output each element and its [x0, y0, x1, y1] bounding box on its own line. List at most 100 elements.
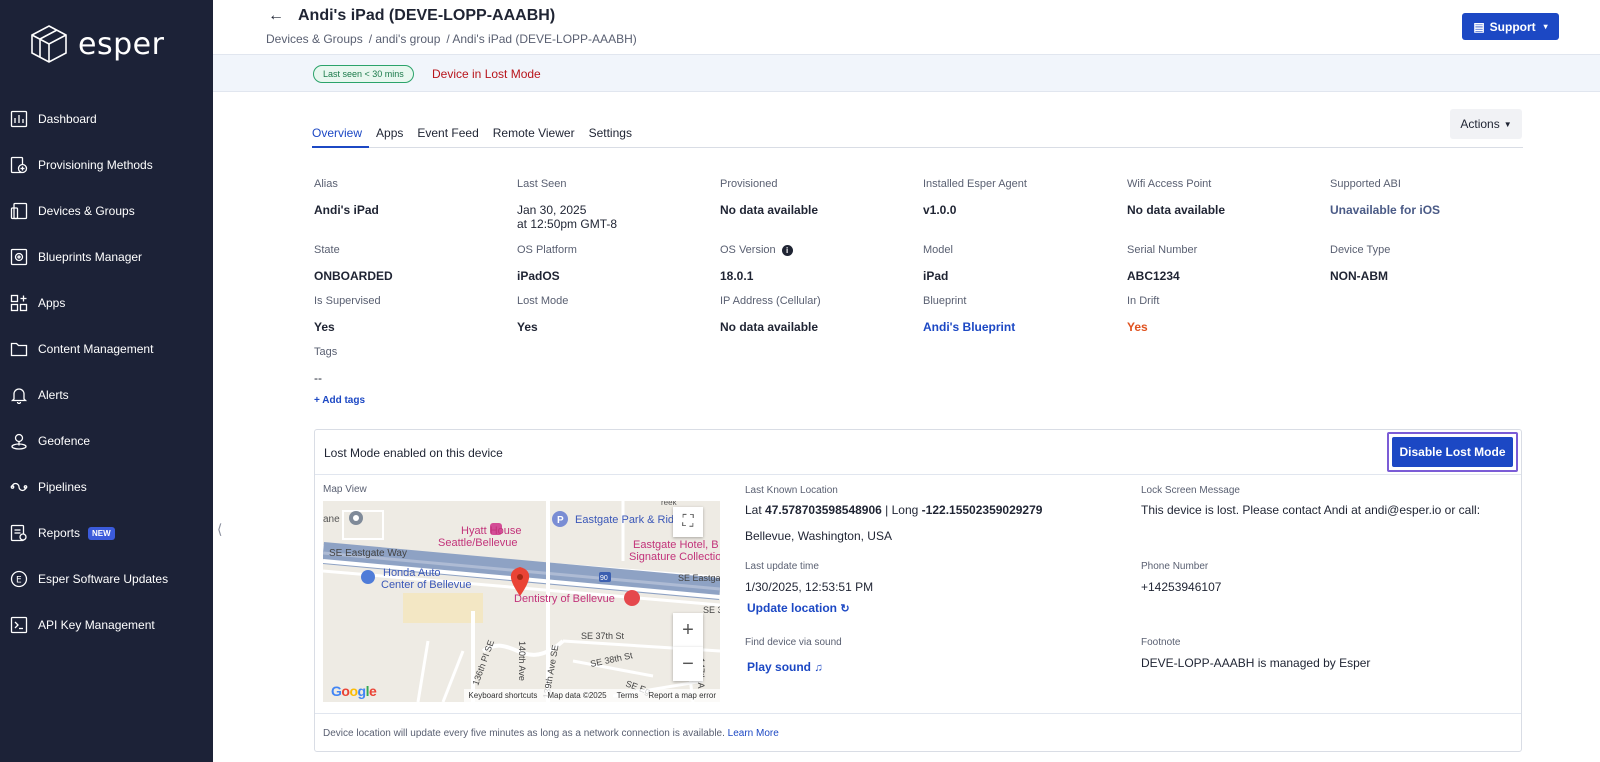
field-serial: Serial Number ABC1234 [1127, 244, 1197, 283]
field-value: Andi's iPad [314, 203, 379, 217]
map-label-eastgate-park: Eastgate Park & Rid [575, 514, 674, 526]
caret-down-icon: ▼ [1503, 119, 1512, 129]
field-last-seen: Last Seen Jan 30, 2025 at 12:50pm GMT-8 [517, 178, 617, 231]
sidebar-item-apps[interactable]: Apps [0, 280, 213, 326]
zoom-out-button[interactable]: − [673, 647, 703, 681]
sidebar-item-label: Apps [38, 296, 66, 310]
sidebar-item-geofence[interactable]: Geofence [0, 418, 213, 464]
apps-icon [10, 294, 28, 312]
field-supervised: Is Supervised Yes [314, 295, 381, 334]
lost-mode-panel: Lost Mode enabled on this device Disable… [314, 429, 1522, 752]
google-logo: Google [331, 683, 377, 699]
sidebar-item-label: Reports [38, 526, 81, 540]
sidebar-item-devices-groups[interactable]: Devices & Groups [0, 188, 213, 234]
lat-long: Lat 47.578703598548906 | Long -122.15502… [745, 503, 1042, 517]
map-label-honda: Honda Auto [383, 567, 441, 579]
address: Bellevue, Washington, USA [745, 529, 892, 543]
sidebar-item-label: Content Management [38, 342, 154, 356]
sidebar-item-pipelines[interactable]: Pipelines [0, 464, 213, 510]
sidebar-item-api-keys[interactable]: API Key Management [0, 602, 213, 648]
update-location-label: Update location [747, 601, 838, 615]
field-label: Provisioned [720, 178, 778, 190]
blueprint-link[interactable]: Andi's Blueprint [923, 320, 1016, 334]
location-map[interactable]: ane reek Hyatt House Seattle/Bellevue Ea… [323, 501, 720, 702]
breadcrumb: Devices & Groups / andi's group / Andi's… [266, 32, 637, 46]
actions-button[interactable]: Actions ▼ [1450, 109, 1522, 139]
field-in-drift: In Drift Yes [1127, 295, 1159, 334]
sidebar-item-label: Devices & Groups [38, 204, 135, 218]
esper-cube-icon [31, 25, 67, 63]
field-label: IP Address (Cellular) [720, 295, 821, 307]
learn-more-link[interactable]: Learn More [727, 728, 779, 739]
field-value: NON-ABM [1330, 269, 1388, 283]
footer-text: Device location will update every five m… [323, 728, 725, 739]
provisioning-icon [10, 156, 28, 174]
map-label-honda-2: Center of Bellevue [381, 579, 472, 591]
field-label: Is Supervised [314, 295, 381, 307]
phone-label: Phone Number [1141, 561, 1209, 572]
map-label-se3: SE 3 [703, 605, 720, 615]
back-arrow-icon[interactable]: ← [268, 7, 284, 24]
support-button[interactable]: ▤ Support ▾ [1462, 13, 1559, 40]
map-label-hyatt-2: Seattle/Bellevue [438, 537, 518, 549]
disable-lost-mode-button[interactable]: Disable Lost Mode [1392, 437, 1513, 467]
support-doc-icon: ▤ [1473, 19, 1485, 34]
map-label-eastgate-hotel-2: Signature Collectio [629, 551, 720, 563]
report-map-error-link[interactable]: Report a map error [648, 691, 716, 700]
fullscreen-icon[interactable]: ⛶ [673, 507, 703, 537]
update-location-link[interactable]: Update location ↻ [747, 601, 850, 615]
keyboard-shortcuts-link[interactable]: Keyboard shortcuts [468, 691, 538, 700]
zoom-in-button[interactable]: + [673, 613, 703, 647]
field-abi: Supported ABI Unavailable for iOS [1330, 178, 1440, 217]
breadcrumb-devices-groups[interactable]: Devices & Groups [266, 32, 363, 46]
field-value: v1.0.0 [923, 203, 957, 217]
tab-remote-viewer[interactable]: Remote Viewer [492, 126, 575, 140]
sidebar-item-software-updates[interactable]: E Esper Software Updates [0, 556, 213, 602]
sidebar-item-label: Alerts [38, 388, 69, 402]
sidebar-nav: Dashboard Provisioning Methods Devices &… [0, 96, 213, 648]
sidebar-item-label: Geofence [38, 434, 91, 448]
updates-icon: E [10, 570, 28, 588]
sidebar-item-alerts[interactable]: Alerts [0, 372, 213, 418]
play-sound-label: Play sound [747, 660, 812, 674]
collapse-sidebar-icon[interactable]: ⟨ [217, 521, 223, 537]
tab-overview[interactable]: Overview [312, 122, 370, 148]
field-value-time: at 12:50pm GMT-8 [517, 217, 618, 231]
sidebar: esper Dashboard Provisioning Methods Dev… [0, 0, 213, 762]
field-label: Wifi Access Point [1127, 178, 1212, 190]
add-tags-link[interactable]: + Add tags [314, 395, 366, 406]
sidebar-item-label: Esper Software Updates [38, 572, 169, 586]
terms-link[interactable]: Terms [616, 691, 639, 700]
google-g: G [331, 683, 342, 699]
field-label: Installed Esper Agent [923, 178, 1027, 190]
tab-settings[interactable]: Settings [588, 126, 632, 140]
bell-icon [10, 388, 28, 404]
field-wifi: Wifi Access Point No data available [1127, 178, 1225, 217]
lost-mode-footer: Device location will update every five m… [315, 713, 1521, 752]
sidebar-item-blueprints[interactable]: Blueprints Manager [0, 234, 213, 280]
sidebar-item-label: Provisioning Methods [38, 158, 153, 172]
field-esper-agent: Installed Esper Agent v1.0.0 [923, 178, 1027, 217]
sidebar-item-reports[interactable]: Reports NEW [0, 510, 213, 556]
info-icon[interactable]: i [781, 245, 793, 256]
phone-value: +14253946107 [1141, 580, 1222, 594]
tab-apps[interactable]: Apps [376, 126, 404, 140]
breadcrumb-group[interactable]: / andi's group [368, 32, 441, 46]
tab-event-feed[interactable]: Event Feed [417, 126, 479, 140]
field-label: State [314, 244, 340, 256]
esper-logo[interactable]: esper [30, 24, 164, 64]
map-label-parking: P [557, 515, 564, 526]
logo-text: esper [78, 26, 165, 62]
field-value: Unavailable for iOS [1330, 203, 1441, 217]
terminal-icon [10, 616, 28, 634]
devices-icon [10, 202, 28, 220]
sidebar-item-provisioning[interactable]: Provisioning Methods [0, 142, 213, 188]
field-label: Model [923, 244, 953, 256]
field-lost-mode: Lost Mode Yes [517, 295, 568, 334]
map-data-text: Map data ©2025 [547, 691, 607, 700]
sidebar-item-content[interactable]: Content Management [0, 326, 213, 372]
sidebar-item-dashboard[interactable]: Dashboard [0, 96, 213, 142]
lock-message-label: Lock Screen Message [1141, 485, 1240, 496]
play-sound-link[interactable]: Play sound ♫ [747, 660, 823, 674]
last-update-value: 1/30/2025, 12:53:51 PM [745, 580, 874, 594]
